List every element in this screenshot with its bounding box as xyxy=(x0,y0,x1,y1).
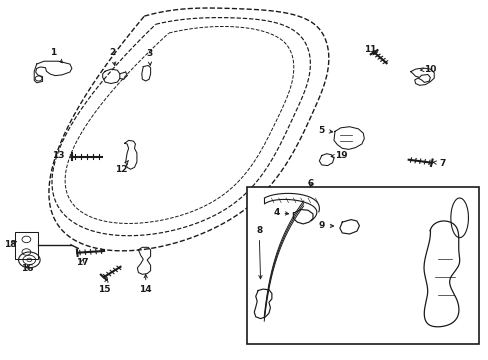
Text: 19: 19 xyxy=(330,151,347,160)
Text: 5: 5 xyxy=(318,126,332,135)
Text: 8: 8 xyxy=(256,226,262,279)
Text: 10: 10 xyxy=(420,65,436,74)
Text: 4: 4 xyxy=(272,208,288,217)
Text: 3: 3 xyxy=(146,49,152,66)
Text: 17: 17 xyxy=(76,258,88,267)
Bar xyxy=(246,187,478,344)
Text: 2: 2 xyxy=(109,48,116,66)
Text: 18: 18 xyxy=(4,240,17,249)
Text: 16: 16 xyxy=(20,264,33,273)
Text: 11: 11 xyxy=(364,45,376,54)
Text: 7: 7 xyxy=(432,158,445,167)
Text: 6: 6 xyxy=(307,179,313,188)
Bar xyxy=(15,232,38,259)
Text: 12: 12 xyxy=(115,161,128,174)
Text: 13: 13 xyxy=(52,151,73,160)
Text: 1: 1 xyxy=(50,48,62,63)
Text: 15: 15 xyxy=(98,279,110,294)
Text: 14: 14 xyxy=(139,275,152,294)
Text: 9: 9 xyxy=(318,221,333,230)
